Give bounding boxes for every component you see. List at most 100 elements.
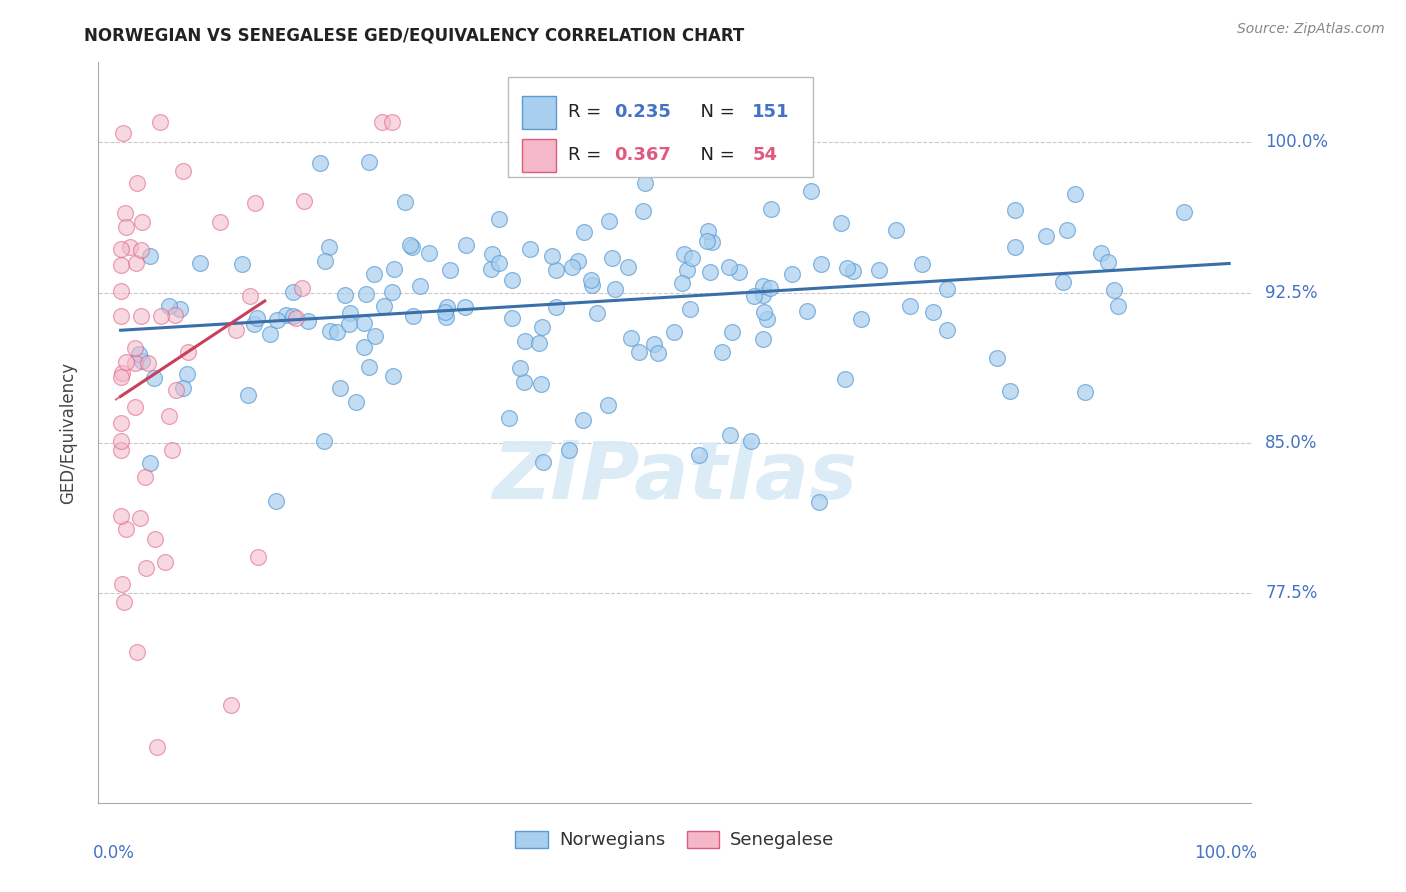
Point (1173, 205, 1195, 219)
Point (131, 354, 153, 368)
Point (922, 305, 945, 319)
Point (598, 398, 620, 412)
Text: Source: ZipAtlas.com: Source: ZipAtlas.com (1237, 22, 1385, 37)
Point (111, 577, 134, 591)
Point (125, 256, 148, 270)
Point (165, 308, 187, 322)
Point (676, 262, 699, 277)
Text: ZIPatlas: ZIPatlas (492, 438, 858, 516)
Point (531, 455, 554, 469)
Point (401, 309, 423, 323)
Point (312, 434, 335, 448)
Point (647, 345, 669, 359)
Point (128, 347, 150, 361)
Point (752, 287, 775, 301)
Point (177, 345, 200, 359)
Point (110, 259, 132, 273)
Bar (522, 138, 557, 172)
Point (339, 318, 361, 332)
Point (111, 366, 134, 380)
Point (699, 265, 721, 279)
Y-axis label: GED/Equivalency: GED/Equivalency (59, 361, 77, 504)
Point (176, 367, 198, 381)
Point (561, 260, 583, 275)
Point (225, 323, 247, 337)
Point (114, 219, 136, 234)
Point (127, 645, 149, 659)
Point (616, 260, 638, 274)
Point (711, 345, 734, 359)
Point (110, 416, 132, 430)
Point (142, 370, 165, 384)
Point (628, 344, 651, 359)
Point (128, 510, 150, 524)
Point (531, 320, 554, 334)
Text: 0.367: 0.367 (614, 146, 671, 164)
Point (696, 234, 718, 248)
Point (285, 311, 308, 326)
Point (381, 115, 404, 129)
Point (679, 302, 702, 317)
Point (634, 176, 657, 190)
Point (209, 215, 232, 229)
Point (533, 152, 555, 166)
Point (756, 311, 779, 326)
Point (800, 184, 823, 198)
Point (509, 361, 531, 376)
Point (752, 332, 775, 346)
Point (488, 211, 510, 226)
Point (172, 164, 194, 178)
Point (110, 434, 132, 449)
Text: 54: 54 (752, 146, 778, 164)
Point (700, 235, 723, 249)
Point (131, 215, 153, 229)
Point (1004, 240, 1026, 254)
Point (124, 341, 146, 355)
FancyBboxPatch shape (508, 78, 813, 178)
Point (319, 324, 342, 338)
Point (281, 309, 304, 323)
Legend: Norwegians, Senegalese: Norwegians, Senegalese (508, 823, 842, 856)
Point (129, 243, 152, 257)
Point (381, 368, 404, 383)
Point (884, 222, 907, 236)
Point (501, 273, 523, 287)
Point (145, 739, 167, 754)
Point (266, 312, 288, 326)
Point (114, 206, 136, 220)
Point (849, 311, 872, 326)
Point (498, 411, 520, 425)
Point (759, 281, 782, 295)
Point (456, 238, 478, 252)
Point (834, 372, 856, 386)
Point (138, 456, 160, 470)
Point (165, 384, 187, 398)
Point (754, 305, 776, 319)
Point (671, 277, 693, 291)
Point (292, 194, 315, 208)
Point (242, 317, 264, 331)
Point (752, 279, 775, 293)
Point (728, 265, 751, 279)
Point (281, 285, 304, 299)
Point (898, 299, 921, 313)
Point (481, 246, 503, 260)
Point (911, 257, 934, 271)
Point (734, 128, 756, 143)
Point (557, 442, 579, 457)
Point (572, 413, 595, 427)
Point (153, 555, 176, 569)
Point (830, 216, 852, 230)
Text: 77.5%: 77.5% (1265, 583, 1317, 602)
Point (135, 561, 157, 575)
Point (662, 325, 685, 339)
Point (274, 308, 297, 322)
Point (513, 334, 536, 349)
Point (401, 240, 423, 254)
Point (567, 254, 589, 268)
Point (245, 196, 267, 211)
Point (134, 470, 156, 484)
Point (1090, 246, 1112, 260)
Point (619, 331, 641, 345)
Text: N =: N = (689, 146, 740, 164)
